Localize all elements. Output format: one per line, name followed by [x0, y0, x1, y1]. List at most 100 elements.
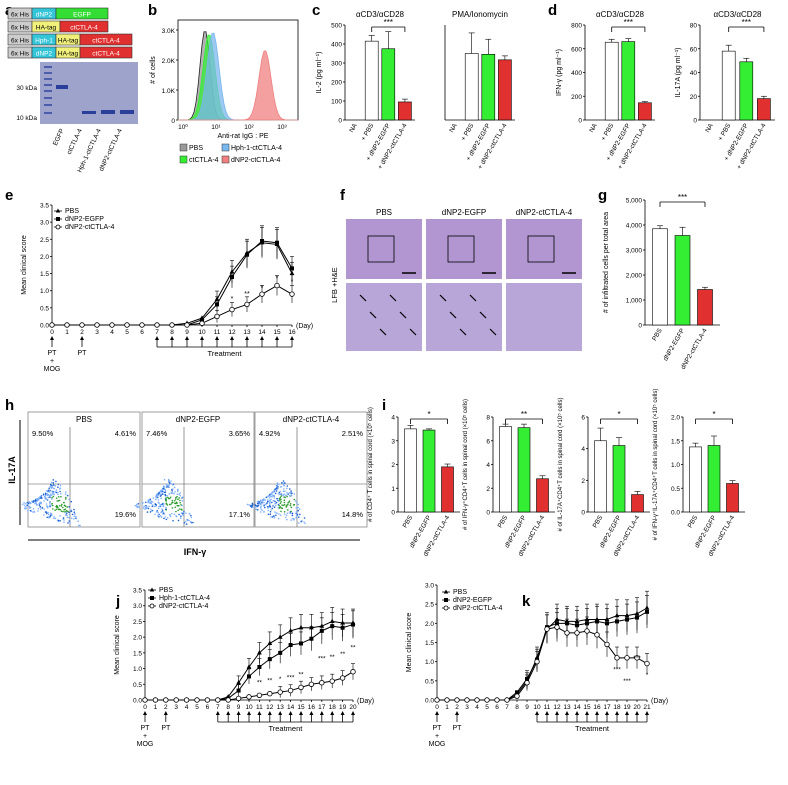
data-point — [434, 697, 440, 703]
ytick-label: 200 — [331, 80, 342, 87]
ytick-label: 2.0 — [671, 415, 680, 422]
xtick-label: 7 — [155, 329, 159, 336]
sig-star: * — [231, 296, 234, 303]
data-point — [169, 322, 175, 328]
flow-event — [28, 505, 31, 508]
ytick-label: 1 — [391, 486, 395, 493]
xtick-label: 8 — [170, 329, 174, 336]
flow-event — [164, 489, 167, 492]
flow-event — [267, 509, 270, 512]
data-point — [454, 697, 460, 703]
ytick-label: 0.5 — [671, 486, 680, 493]
xtick-label: 13 — [277, 704, 285, 711]
flow-event — [160, 511, 163, 514]
arrow-head — [535, 711, 539, 715]
data-point — [194, 697, 200, 703]
flow-plot-frame — [141, 411, 255, 528]
flow-event — [256, 505, 258, 508]
histology-image-bottom — [506, 283, 582, 351]
panel-letter-k: k — [522, 593, 531, 610]
arrow-head — [257, 711, 262, 715]
flow-event — [169, 514, 171, 516]
data-point — [339, 675, 346, 681]
data-point — [290, 266, 294, 271]
flow-event — [164, 494, 167, 497]
flow-event — [159, 515, 162, 517]
arrow-head — [595, 711, 599, 715]
flow-event — [180, 503, 182, 506]
flow-event — [68, 516, 70, 519]
category-label: + PBS — [717, 122, 733, 142]
flow-event — [51, 504, 54, 507]
flow-event — [258, 501, 260, 503]
flow-event — [170, 480, 172, 482]
flow-event — [272, 505, 274, 507]
flow-event — [286, 491, 288, 494]
gel-ladder-band — [44, 97, 52, 99]
xtick-label: 9 — [525, 704, 529, 711]
flow-event — [175, 502, 177, 505]
arrow-marker — [459, 328, 467, 336]
flow-event — [296, 514, 299, 516]
flow-event — [176, 495, 178, 498]
arrow-head — [299, 711, 303, 715]
data-point — [299, 641, 303, 646]
pt-label: PT — [453, 725, 463, 732]
flow-event — [263, 501, 265, 504]
flow-event — [136, 506, 139, 509]
histology-image-top — [426, 219, 502, 279]
arrow-marker — [369, 311, 377, 319]
data-point — [163, 697, 169, 703]
flow-event — [303, 517, 306, 519]
construct-label: 6x His — [11, 51, 30, 58]
flow-event — [165, 497, 168, 499]
series-line — [52, 242, 293, 326]
flow-event — [163, 517, 165, 520]
flow-event — [278, 483, 280, 486]
legend-marker — [55, 208, 61, 213]
flow-event — [298, 508, 301, 511]
flow-event — [171, 492, 174, 494]
flow-event — [62, 506, 64, 509]
sig-star: *** — [624, 18, 633, 27]
flow-event — [289, 511, 292, 513]
flow-event — [273, 497, 276, 499]
legend-label: PBS — [189, 145, 203, 152]
data-point — [474, 697, 480, 703]
xtick-label: 11 — [544, 704, 551, 711]
xtick-label: 12 — [266, 704, 274, 711]
flow-event — [65, 491, 67, 494]
ytick-label: 60 — [690, 46, 698, 53]
bar — [631, 494, 644, 513]
xtick-label: 9 — [237, 704, 241, 711]
ytick-label: 2 — [391, 462, 395, 469]
flow-event — [281, 494, 284, 496]
flow-event — [280, 495, 283, 497]
flow-event — [161, 503, 163, 505]
flow-event — [55, 480, 57, 483]
flow-event — [282, 480, 285, 482]
flow-event — [60, 510, 63, 512]
xtick-label: 19 — [623, 704, 631, 711]
flow-event — [288, 500, 291, 502]
flow-event — [25, 505, 27, 508]
arrow-head — [555, 711, 559, 715]
flow-event — [49, 495, 51, 497]
ytick-label: 80 — [690, 23, 698, 30]
flow-event — [51, 491, 54, 494]
ytick-label: 6 — [581, 415, 585, 422]
xtick-label: 10² — [244, 124, 254, 131]
flow-event — [293, 493, 296, 495]
flow-event — [54, 517, 57, 520]
data-point — [142, 697, 148, 703]
flow-event — [56, 505, 59, 508]
flow-event — [44, 493, 47, 496]
data-point — [504, 697, 510, 703]
data-point — [246, 664, 252, 669]
flow-event — [32, 508, 35, 510]
flow-event — [48, 490, 51, 492]
flow-event — [165, 483, 168, 486]
flow-event — [259, 502, 262, 505]
flow-event — [278, 498, 281, 500]
flow-event — [57, 491, 59, 494]
